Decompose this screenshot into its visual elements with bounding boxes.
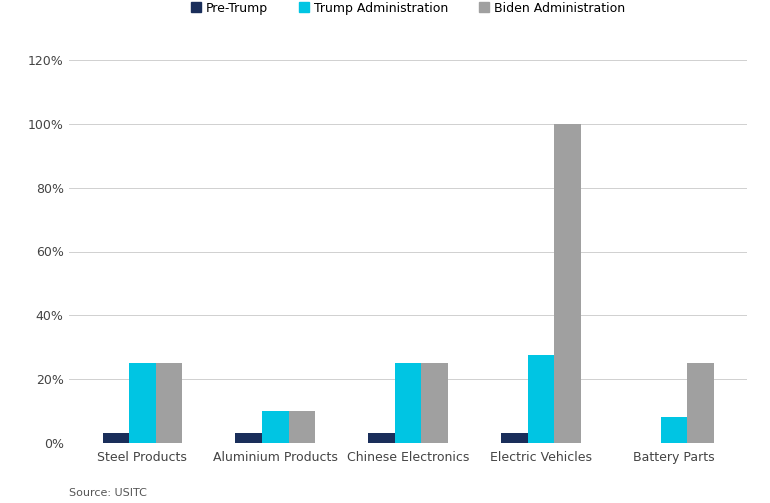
Bar — [395, 363, 421, 443]
Bar — [687, 363, 714, 443]
Bar — [501, 433, 527, 443]
Bar — [421, 363, 448, 443]
Bar — [661, 417, 687, 443]
Legend: Pre-Trump, Trump Administration, Biden Administration: Pre-Trump, Trump Administration, Biden A… — [191, 2, 625, 15]
Text: Source: USITC: Source: USITC — [69, 488, 147, 498]
Bar — [102, 433, 129, 443]
Bar — [368, 433, 395, 443]
Bar — [236, 433, 262, 443]
Bar — [527, 355, 554, 443]
Bar — [554, 124, 581, 443]
Bar — [289, 411, 315, 443]
Bar — [156, 363, 182, 443]
Bar — [262, 411, 289, 443]
Bar — [129, 363, 156, 443]
